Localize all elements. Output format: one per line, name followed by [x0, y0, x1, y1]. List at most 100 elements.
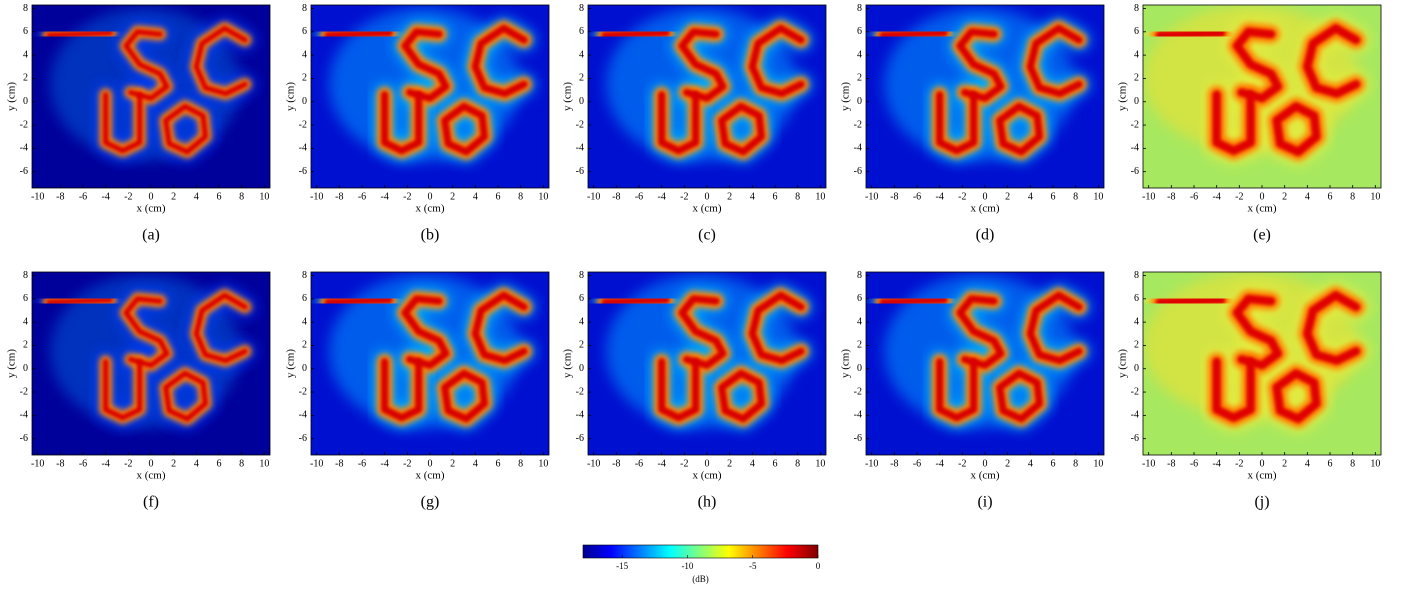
y-tick-label: -6: [1131, 433, 1139, 444]
y-tick-label: -2: [20, 119, 28, 130]
x-tick-label: -2: [124, 458, 132, 469]
x-tick-label: 4: [750, 191, 755, 202]
x-axis-label: x (cm): [415, 203, 444, 215]
x-tick-label: -2: [124, 191, 132, 202]
y-tick-label: -6: [576, 166, 584, 177]
x-tick-label: -2: [680, 191, 688, 202]
x-tick-label: -4: [935, 458, 943, 469]
image: [311, 5, 549, 188]
y-tick-label: 0: [857, 96, 862, 107]
x-tick-label: 0: [149, 191, 154, 202]
x-tick-label: 10: [538, 191, 548, 202]
y-tick-label: 0: [23, 96, 28, 107]
y-tick-label: 6: [302, 293, 307, 304]
x-tick-label: -2: [958, 458, 966, 469]
y-tick-label: 0: [579, 96, 584, 107]
panel-caption: (d): [976, 227, 995, 244]
x-tick-label: -6: [358, 191, 366, 202]
y-tick-label: 4: [857, 316, 862, 327]
x-tick-label: 8: [795, 458, 800, 469]
y-axis-label: y (cm): [6, 82, 18, 111]
x-tick-label: 10: [1370, 191, 1380, 202]
x-tick-label: -8: [56, 191, 64, 202]
panel-caption: (i): [977, 494, 992, 511]
x-tick-label: 8: [518, 191, 523, 202]
x-tick-label: -10: [1142, 191, 1155, 202]
y-tick-label: 0: [857, 363, 862, 374]
x-tick-label: 2: [171, 458, 176, 469]
panel-caption: (f): [143, 494, 159, 511]
y-tick-label: 6: [23, 293, 28, 304]
y-tick-label: 2: [579, 73, 584, 84]
x-tick-label: 8: [1073, 458, 1078, 469]
y-tick-label: -2: [854, 119, 862, 130]
y-tick-label: -2: [1131, 386, 1139, 397]
x-tick-label: 8: [239, 458, 244, 469]
letter-core: [936, 358, 978, 422]
letter-core: [471, 24, 528, 98]
letter-core: [718, 369, 766, 423]
y-axis-label: y (cm): [285, 82, 297, 111]
y-tick-label: 4: [302, 316, 307, 327]
panel-caption: (e): [1253, 227, 1271, 244]
x-tick-label: 6: [496, 458, 501, 469]
y-axis-label: y (cm): [1117, 349, 1129, 378]
y-tick-label: 8: [857, 3, 862, 14]
letter-core: [1232, 294, 1283, 370]
x-tick-label: -4: [380, 458, 388, 469]
colorbar-tick-label: -5: [749, 561, 757, 571]
x-tick-label: 0: [705, 458, 710, 469]
y-tick-label: 4: [857, 49, 862, 60]
letter-core: [441, 102, 488, 156]
x-tick-label: -10: [865, 458, 878, 469]
x-tick-label: -10: [31, 458, 44, 469]
y-tick-label: 2: [1134, 340, 1139, 351]
x-tick-label: 0: [983, 191, 988, 202]
y-tick-label: 8: [23, 270, 28, 281]
letter-core: [163, 103, 209, 155]
x-tick-label: 4: [194, 191, 199, 202]
x-tick-label: -10: [31, 191, 44, 202]
y-tick-label: -4: [20, 143, 28, 154]
letter-core: [1212, 357, 1255, 422]
letter-core: [936, 91, 978, 155]
y-tick-label: 6: [857, 26, 862, 37]
y-tick-label: -2: [299, 119, 307, 130]
y-tick-label: 6: [579, 26, 584, 37]
x-tick-label: 4: [473, 458, 478, 469]
letter-core: [748, 291, 805, 365]
x-tick-label: 0: [983, 458, 988, 469]
x-tick-label: -10: [310, 191, 323, 202]
x-tick-label: 8: [1073, 191, 1078, 202]
x-tick-label: -6: [358, 458, 366, 469]
x-tick-label: 10: [1370, 458, 1380, 469]
x-tick-label: 2: [1005, 458, 1010, 469]
y-tick-label: 8: [302, 3, 307, 14]
image: [311, 272, 549, 455]
letter-core: [102, 92, 143, 154]
x-tick-label: -6: [913, 458, 921, 469]
x-axis-label: x (cm): [1247, 203, 1276, 215]
y-tick-label: 2: [857, 340, 862, 351]
y-tick-label: -6: [854, 433, 862, 444]
x-tick-label: 0: [1260, 458, 1265, 469]
colorbar-tick-label: -10: [681, 561, 693, 571]
letter-core: [401, 295, 450, 369]
x-tick-label: -6: [913, 191, 921, 202]
y-tick-label: 4: [23, 49, 28, 60]
y-tick-label: 8: [23, 3, 28, 14]
y-tick-label: -2: [1131, 119, 1139, 130]
x-tick-label: 6: [1051, 191, 1056, 202]
x-axis-label: x (cm): [692, 203, 721, 215]
y-tick-label: 6: [23, 26, 28, 37]
x-tick-label: -10: [1142, 458, 1155, 469]
colorbar: [582, 544, 819, 559]
letter-core: [123, 29, 170, 101]
y-axis-label: y (cm): [840, 82, 852, 111]
x-tick-label: -2: [680, 458, 688, 469]
y-tick-label: 4: [579, 49, 584, 60]
x-tick-label: 0: [1260, 191, 1265, 202]
x-tick-label: 4: [750, 458, 755, 469]
image: [866, 272, 1104, 455]
y-tick-label: 2: [302, 340, 307, 351]
